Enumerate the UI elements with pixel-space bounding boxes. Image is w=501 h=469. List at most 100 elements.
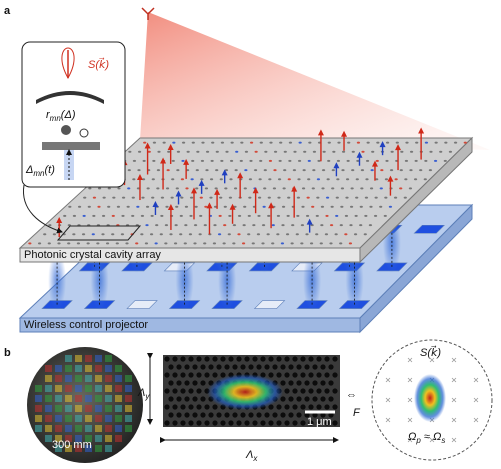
hole: [87, 205, 91, 208]
die: [75, 385, 82, 392]
die: [105, 355, 112, 362]
hole: [184, 205, 189, 208]
die: [105, 425, 112, 432]
hole: [248, 196, 252, 199]
projector-pixel: [126, 300, 158, 309]
hole: [395, 141, 399, 144]
arrow-head: [183, 158, 190, 165]
hole: [331, 169, 335, 172]
k-point: [407, 417, 413, 423]
sem-hole: [308, 420, 314, 426]
hole: [115, 242, 119, 245]
hole: [92, 214, 96, 217]
hole: [132, 178, 136, 181]
hole: [160, 196, 165, 199]
hole: [283, 150, 287, 153]
sem-hole: [320, 364, 326, 370]
hole: [195, 169, 199, 172]
hole: [307, 178, 311, 181]
hole: [434, 141, 438, 144]
sem-hole: [184, 380, 190, 386]
hole: [405, 141, 409, 144]
hole: [365, 159, 370, 162]
hole: [424, 141, 429, 144]
sem-hole: [300, 420, 306, 426]
hole: [268, 178, 272, 181]
sem-hole: [208, 412, 214, 418]
hole: [125, 242, 129, 245]
sem-hole: [220, 420, 226, 426]
sem-hole: [232, 364, 238, 370]
die: [95, 395, 102, 402]
hole: [48, 224, 52, 227]
hole: [263, 169, 267, 172]
hole: [105, 242, 110, 245]
hole: [311, 187, 315, 190]
hole: [331, 187, 335, 190]
hole: [194, 205, 198, 208]
sem-hole: [164, 388, 170, 394]
hole: [383, 214, 387, 217]
hole: [224, 169, 229, 172]
hole: [281, 205, 286, 208]
hole: [76, 242, 81, 245]
hole: [205, 150, 210, 153]
hole: [273, 169, 277, 172]
hole: [160, 214, 164, 217]
hole: [297, 178, 301, 181]
hole: [151, 196, 155, 199]
k-point: [407, 377, 413, 383]
hole: [239, 159, 243, 162]
sem-hole: [172, 420, 178, 426]
sem-hole: [288, 364, 294, 370]
argument: (t): [45, 164, 56, 176]
hole: [223, 205, 227, 208]
hole: [379, 205, 383, 208]
sem-hole: [172, 404, 178, 410]
hole: [384, 178, 389, 181]
sem-hole: [180, 372, 186, 378]
hole: [199, 196, 203, 199]
sem-hole: [168, 412, 174, 418]
hole: [173, 242, 178, 245]
hole: [349, 205, 354, 208]
subscript: p: [415, 436, 421, 445]
sem-hole: [264, 412, 270, 418]
hole: [112, 196, 116, 199]
hole: [312, 169, 316, 172]
die: [75, 355, 82, 362]
sem-hole: [284, 420, 290, 426]
sem-hole: [196, 388, 202, 394]
hole: [189, 214, 193, 217]
sem-hole: [288, 380, 294, 386]
hole: [149, 233, 154, 236]
hole: [176, 169, 180, 172]
hole: [204, 187, 209, 190]
hole: [415, 141, 419, 144]
hole: [360, 169, 365, 172]
inset-emission: S(k⃗): [88, 57, 109, 71]
hole: [335, 214, 339, 217]
sem-hole: [324, 372, 330, 378]
hole: [339, 242, 343, 245]
sem-hole: [204, 356, 210, 362]
die: [55, 395, 62, 402]
hole: [394, 178, 398, 181]
die: [125, 385, 132, 392]
sem-hole: [304, 380, 310, 386]
hole: [147, 150, 151, 153]
hole: [261, 242, 265, 245]
hole: [144, 242, 149, 245]
die: [115, 405, 122, 412]
hole: [316, 196, 320, 199]
hole: [156, 187, 160, 190]
hole: [88, 187, 92, 190]
sem-hole: [192, 396, 198, 402]
die: [85, 395, 92, 402]
sem-hole: [252, 420, 258, 426]
die: [65, 375, 72, 382]
hole: [171, 159, 175, 162]
die: [75, 415, 82, 422]
hole: [101, 214, 106, 217]
hole: [233, 187, 238, 190]
